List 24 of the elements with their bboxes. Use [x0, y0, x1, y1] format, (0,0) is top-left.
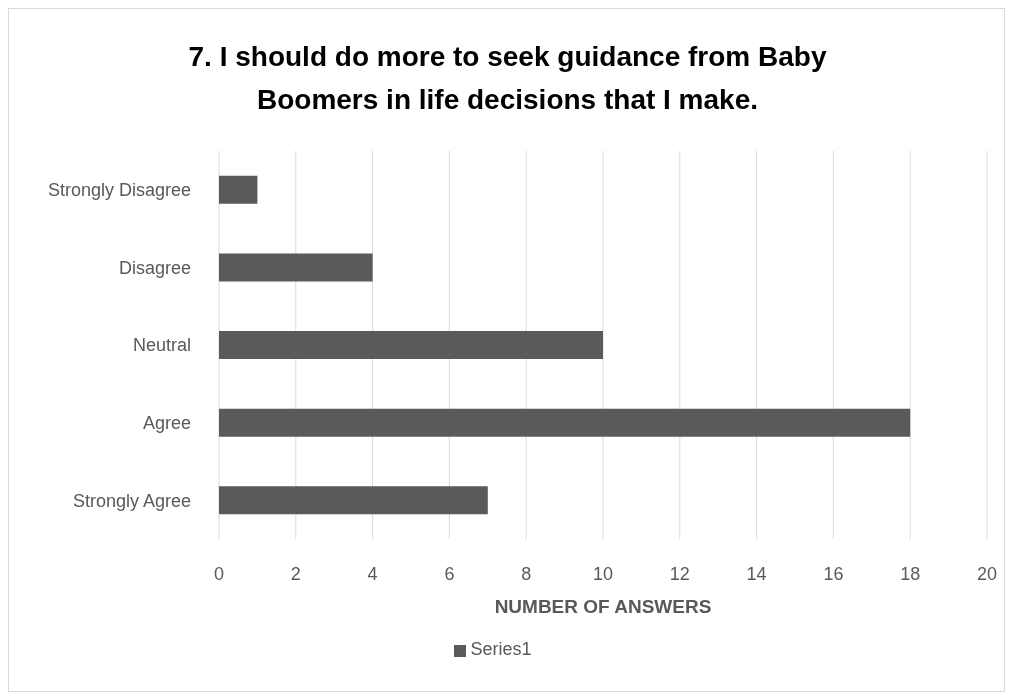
legend-label: Series1: [470, 639, 532, 659]
x-tick-label: 0: [213, 563, 225, 584]
y-tick-label: Strongly Disagree: [47, 180, 191, 201]
y-tick-label: Disagree: [118, 257, 191, 278]
x-tick-label: 2: [290, 563, 301, 584]
x-tick-label: 12: [669, 563, 690, 584]
x-tick-label: 6: [444, 563, 455, 584]
y-tick-label: Neutral: [132, 335, 191, 356]
bar: [219, 253, 373, 282]
bar: [219, 408, 911, 437]
chart-title: 7. I should do more to seek guidance from Baby Boomers in life decisions that I make.: [187, 40, 828, 117]
y-tick-label: Strongly Agree: [72, 490, 191, 511]
x-tick-label: 20: [976, 563, 998, 584]
x-tick-label: 10: [592, 563, 614, 584]
y-tick-label: Agree: [142, 412, 191, 433]
bar: [219, 331, 603, 360]
bar: [219, 175, 258, 204]
bar: [219, 486, 488, 515]
x-tick-label: 16: [823, 563, 844, 584]
x-tick-label: 8: [521, 563, 532, 584]
x-tick-label: 18: [900, 563, 921, 584]
x-tick-label: 14: [746, 563, 767, 584]
x-tick-label: 4: [367, 563, 378, 584]
x-axis-title: NUMBER OF ANSWERS: [494, 596, 712, 617]
